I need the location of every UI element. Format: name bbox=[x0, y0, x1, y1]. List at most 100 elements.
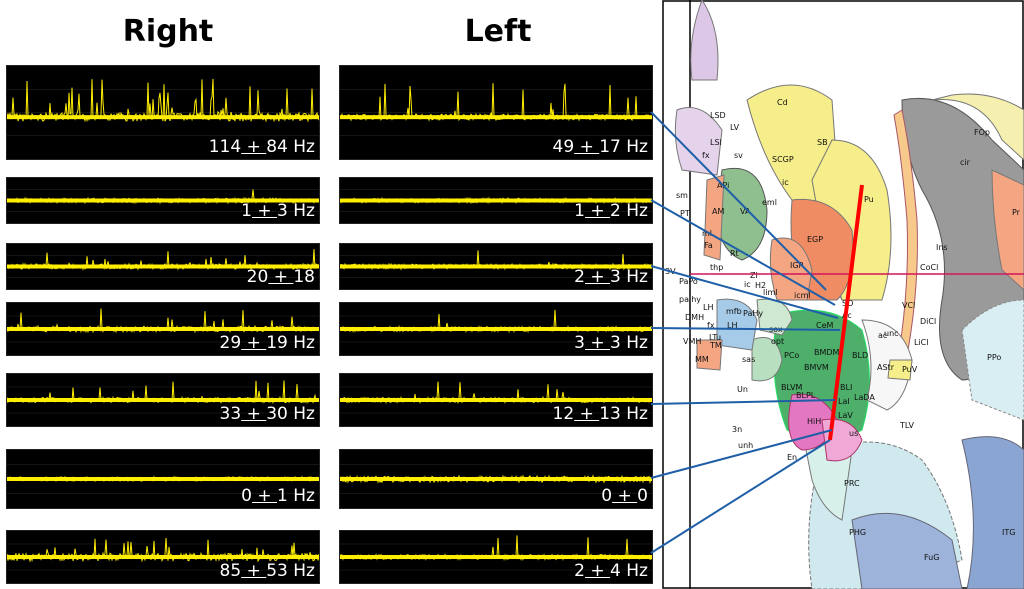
region-label: LTu bbox=[709, 333, 721, 342]
plus-minus-symbol: + bbox=[241, 137, 267, 157]
firing-rate-label: 114 + 84 Hz bbox=[209, 137, 315, 157]
rate-unit: Hz bbox=[620, 201, 648, 221]
region-label: LiCl bbox=[914, 338, 929, 347]
region-label: BLPL bbox=[796, 391, 816, 400]
rate-sd: 4 bbox=[610, 561, 621, 581]
trace-left-3: 2 + 3 Hz bbox=[339, 243, 653, 290]
region-label: PPo bbox=[987, 353, 1001, 362]
region-label: PaPo bbox=[679, 277, 698, 286]
rate-mean: 114 bbox=[208, 137, 242, 157]
region-label: fx bbox=[707, 321, 715, 330]
rate-unit: Hz bbox=[287, 333, 315, 353]
region-label: ml bbox=[702, 229, 712, 238]
trace-signal bbox=[7, 308, 319, 343]
rate-sd: 53 bbox=[266, 561, 288, 581]
plus-minus-symbol: + bbox=[268, 267, 294, 287]
rate-unit: Hz bbox=[620, 333, 648, 353]
region-label: LaDA bbox=[854, 393, 875, 402]
region-label: MM bbox=[695, 355, 709, 364]
trace-left-6: 0 + 0 bbox=[339, 449, 653, 509]
plus-minus-symbol: + bbox=[241, 404, 267, 424]
region-label: Pr bbox=[1012, 208, 1021, 217]
region-puv bbox=[887, 359, 913, 381]
rate-mean: 2 bbox=[574, 267, 585, 287]
rate-mean: 33 bbox=[219, 404, 242, 424]
plus-minus-symbol: + bbox=[584, 561, 611, 581]
region-label: VMH bbox=[683, 337, 701, 346]
rate-sd: 13 bbox=[599, 404, 621, 424]
trace-signal bbox=[340, 309, 652, 343]
region-label: ac bbox=[878, 331, 887, 340]
firing-rate-label: 49 + 17 Hz bbox=[553, 137, 648, 157]
trace-signal bbox=[340, 535, 652, 571]
region-label: TLV bbox=[899, 421, 914, 430]
region-label: LaV bbox=[838, 411, 853, 420]
plus-minus-symbol: + bbox=[584, 201, 611, 221]
plus-minus-symbol: + bbox=[612, 486, 638, 506]
trace-left-4: 3 + 3 Hz bbox=[339, 302, 653, 356]
region-label: Rt bbox=[730, 249, 739, 258]
rate-mean: 0 bbox=[241, 486, 252, 506]
firing-rate-label: 33 + 30 Hz bbox=[220, 404, 315, 424]
region-label: VCl bbox=[902, 301, 915, 310]
region-label: unh bbox=[738, 441, 753, 450]
trace-right-6: 0 + 1 Hz bbox=[6, 449, 320, 509]
region-label: PHG bbox=[849, 528, 866, 537]
trace-signal bbox=[340, 381, 652, 414]
rate-sd: 3 bbox=[610, 267, 621, 287]
firing-rate-label: 12 + 13 Hz bbox=[553, 404, 648, 424]
region-label: PT bbox=[680, 209, 690, 218]
region-ppo bbox=[961, 299, 1024, 421]
rate-unit: Hz bbox=[287, 561, 315, 581]
region-label: LSI bbox=[710, 138, 722, 147]
region-label: mfb bbox=[726, 307, 742, 316]
trace-left-2: 1 + 2 Hz bbox=[339, 177, 653, 224]
heading-left: Left bbox=[464, 14, 532, 49]
rate-unit: Hz bbox=[620, 404, 648, 424]
region-label: FOp bbox=[974, 128, 990, 137]
region-label: opt bbox=[771, 337, 784, 346]
rate-unit: Hz bbox=[620, 137, 648, 157]
firing-rate-label: 2 + 4 Hz bbox=[574, 561, 648, 581]
plus-minus-symbol: + bbox=[241, 561, 267, 581]
trace-signal bbox=[340, 464, 652, 494]
region-label: CoCl bbox=[920, 263, 938, 272]
trace-right-3: 20 + 18 bbox=[6, 243, 320, 290]
region-label: thp bbox=[710, 263, 723, 272]
trace-right-7: 85 + 53 Hz bbox=[6, 530, 320, 584]
region-label: FuG bbox=[924, 553, 939, 562]
region-label: sox bbox=[769, 325, 783, 334]
rate-unit: Hz bbox=[620, 561, 648, 581]
region-label: APi bbox=[717, 181, 729, 190]
region-label: fx bbox=[702, 151, 710, 160]
trace-signal bbox=[7, 78, 319, 137]
rate-unit: Hz bbox=[287, 404, 315, 424]
region-label: 3V bbox=[665, 267, 676, 276]
rate-sd: 18 bbox=[293, 267, 315, 287]
region-label: En bbox=[787, 453, 797, 462]
region-label: BLI bbox=[840, 383, 852, 392]
region-label: ic bbox=[782, 178, 789, 187]
region-label: BMVM bbox=[804, 363, 829, 372]
rate-sd: 2 bbox=[610, 201, 621, 221]
rate-sd: 3 bbox=[277, 201, 288, 221]
rate-mean: 29 bbox=[219, 333, 242, 353]
trace-left-1: 49 + 17 Hz bbox=[339, 65, 653, 160]
region-label: TM bbox=[709, 341, 722, 350]
rate-sd: 84 bbox=[266, 137, 288, 157]
rate-sd: 19 bbox=[266, 333, 288, 353]
region-label: Ins bbox=[936, 243, 948, 252]
firing-rate-label: 1 + 2 Hz bbox=[574, 201, 648, 221]
trace-left-5: 12 + 13 Hz bbox=[339, 373, 653, 427]
region-label: ITG bbox=[1002, 528, 1015, 537]
firing-rate-label: 2 + 3 Hz bbox=[574, 267, 648, 287]
plus-minus-symbol: + bbox=[574, 137, 600, 157]
rate-sd: 1 bbox=[277, 486, 288, 506]
region-top-gyrus bbox=[690, 0, 719, 81]
trace-signal bbox=[340, 83, 652, 137]
rate-mean: 85 bbox=[219, 561, 242, 581]
region-label: ZI bbox=[750, 271, 758, 280]
region-astr bbox=[861, 319, 913, 411]
region-label: SB bbox=[817, 138, 828, 147]
region-label: CeM bbox=[816, 321, 834, 330]
